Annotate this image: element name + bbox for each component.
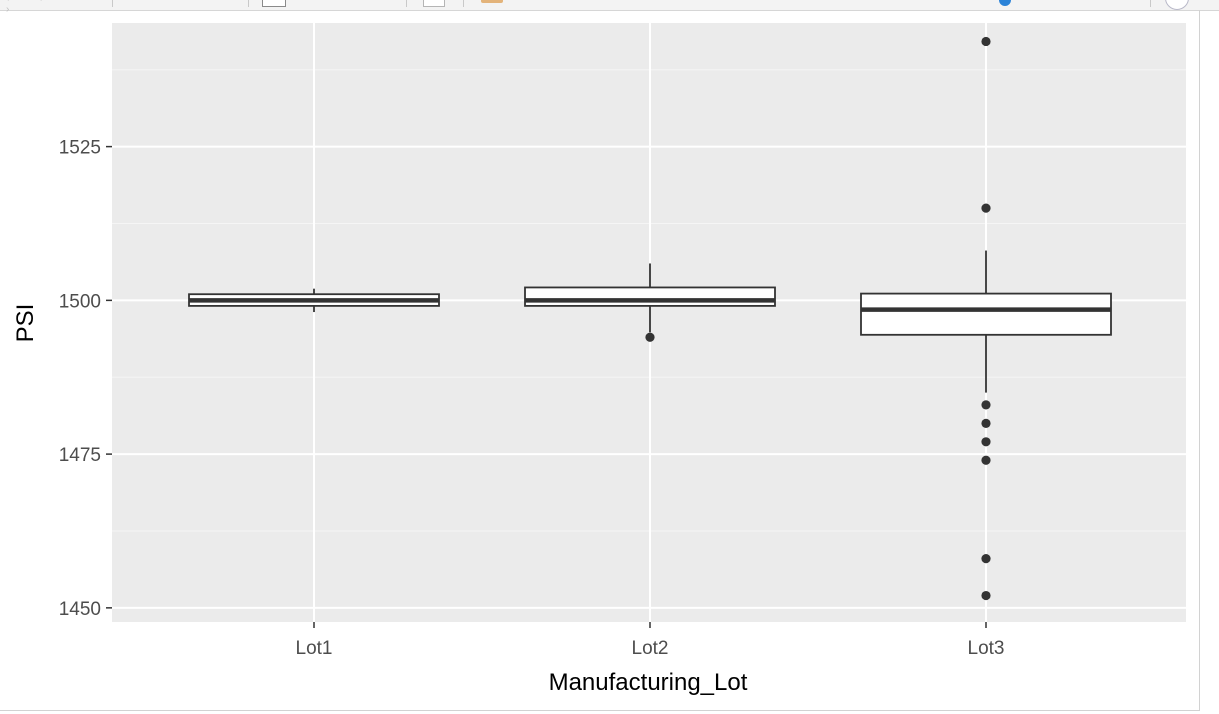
y-tick-label: 1525 bbox=[59, 138, 101, 159]
navigation-arrows-icon[interactable]: ‹ › › bbox=[6, 0, 43, 15]
refresh-icon[interactable] bbox=[999, 0, 1011, 6]
viewer-bottom-border bbox=[0, 710, 1200, 711]
x-tick-label: Lot1 bbox=[296, 638, 333, 659]
viewer-right-border bbox=[1199, 10, 1200, 710]
outlier-point bbox=[981, 36, 991, 47]
toolbar-separator bbox=[112, 0, 113, 7]
outlier-point bbox=[981, 455, 991, 465]
folder-icon[interactable] bbox=[262, 0, 286, 7]
box-lot1 bbox=[188, 288, 440, 313]
box-lot3 bbox=[860, 36, 1112, 601]
y-tick-label: 1450 bbox=[59, 599, 101, 620]
outlier-point bbox=[981, 400, 991, 410]
box-body bbox=[860, 292, 1112, 336]
y-tick-label: 1475 bbox=[59, 445, 101, 466]
box-lot2 bbox=[524, 263, 776, 342]
outlier-point bbox=[981, 203, 991, 213]
toolbar-separator bbox=[1150, 0, 1151, 7]
outlier-point bbox=[981, 437, 991, 447]
x-axis: Lot1 Lot2 Lot3 bbox=[296, 622, 1005, 659]
outlier-point bbox=[981, 554, 991, 564]
outlier-point bbox=[981, 590, 991, 601]
toolbar-separator bbox=[406, 0, 407, 7]
toolbar-separator bbox=[463, 0, 464, 7]
window-top-bar: ‹ › › bbox=[0, 0, 1219, 15]
y-axis-title: PSI bbox=[12, 304, 39, 343]
boxplot-series bbox=[188, 36, 1112, 601]
outlier-point bbox=[645, 332, 655, 342]
brush-icon[interactable] bbox=[481, 0, 503, 3]
x-tick-label: Lot2 bbox=[632, 638, 669, 659]
outlier-point bbox=[981, 418, 991, 428]
x-axis-title: Manufacturing_Lot bbox=[549, 669, 748, 696]
y-tick-label: 1500 bbox=[59, 291, 101, 312]
box-body bbox=[524, 286, 776, 307]
page-icon[interactable] bbox=[423, 0, 445, 7]
y-axis: 1450 1475 1500 1525 bbox=[59, 138, 112, 620]
x-tick-label: Lot3 bbox=[968, 638, 1005, 659]
toolbar-separator bbox=[248, 0, 249, 7]
